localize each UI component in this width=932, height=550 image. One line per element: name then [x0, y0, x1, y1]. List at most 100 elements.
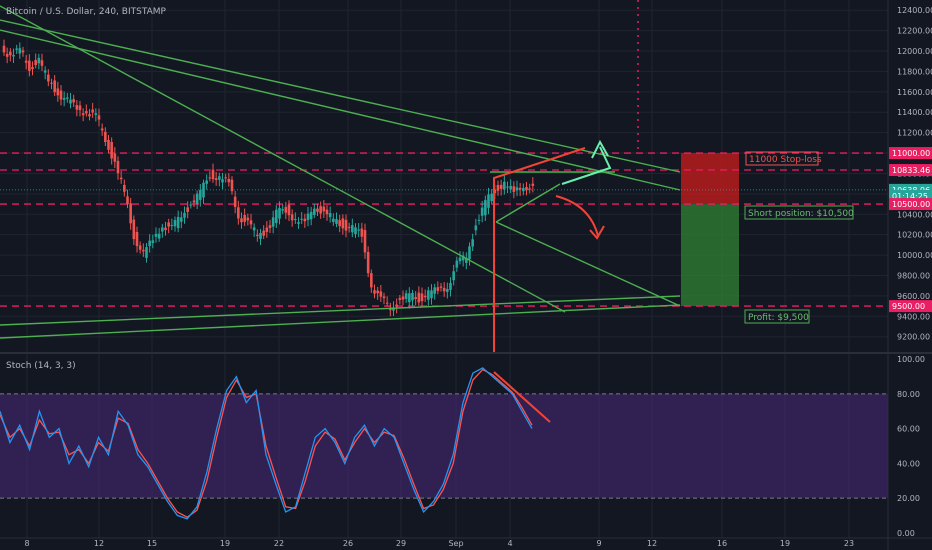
candle-body	[94, 113, 98, 115]
candle-body	[91, 109, 94, 113]
stop-loss-label: 11000 Stop-loss	[749, 155, 822, 165]
stop-loss-label-box	[745, 151, 819, 166]
candle-body	[300, 218, 303, 220]
price-tag: 11000.00	[892, 149, 930, 158]
candle-body	[66, 97, 69, 99]
candle-body	[268, 225, 272, 228]
x-tick-label: 23	[844, 539, 854, 548]
x-tick-label: 12	[647, 539, 657, 548]
candle-body	[385, 302, 389, 304]
trend-line-upper-2[interactable]	[0, 29, 681, 191]
bear-arrow-head[interactable]	[589, 225, 605, 240]
candle-body	[531, 183, 535, 186]
bear-arrow[interactable]	[555, 195, 599, 237]
candle-body	[487, 194, 490, 208]
candle-body	[233, 196, 237, 207]
candle-body	[452, 271, 455, 281]
stoch-downtrend-line[interactable]	[493, 371, 551, 423]
candle-body	[328, 213, 332, 218]
candle-body	[357, 229, 360, 231]
trend-line-channel-low[interactable]	[495, 221, 681, 307]
y-tick-label: 9600.00	[897, 292, 930, 301]
candle-body	[202, 182, 205, 198]
candle-body	[50, 82, 53, 84]
candle-body	[290, 214, 294, 221]
y-tick-label: 10400.00	[897, 210, 932, 219]
candle-body	[341, 218, 345, 229]
candle-body	[496, 185, 500, 191]
candle-body	[237, 207, 240, 219]
candle-body	[2, 45, 6, 53]
candle-body	[262, 230, 265, 236]
candle-body	[9, 51, 12, 56]
candle-body	[306, 213, 310, 220]
candle-body	[129, 203, 132, 224]
candle-body	[477, 219, 481, 221]
candle-body	[360, 228, 364, 237]
candle-body	[417, 292, 421, 303]
candle-body	[205, 180, 208, 184]
bull-arrow-head[interactable]	[591, 139, 609, 159]
candle-body	[281, 209, 284, 211]
x-tick-label: 12	[94, 539, 104, 548]
candle-body	[287, 204, 291, 216]
x-tick-label: 15	[147, 539, 157, 548]
candle-body	[363, 230, 367, 253]
candle-body	[135, 231, 139, 247]
candle-body	[465, 257, 468, 263]
candle-body	[78, 105, 82, 111]
y-tick-label: 9800.00	[897, 271, 930, 280]
candle-body	[145, 247, 148, 258]
candle-body	[75, 105, 79, 110]
candle-body	[224, 177, 227, 179]
candle-body	[284, 207, 288, 213]
candle-body	[480, 207, 484, 216]
candle-body	[138, 245, 142, 250]
trend-lines[interactable]	[0, 5, 681, 352]
candle-body	[389, 308, 392, 311]
triangle-lower[interactable]	[495, 183, 561, 223]
trend-line-support-1[interactable]	[0, 295, 681, 326]
candles	[2, 39, 535, 317]
y-tick-label: 12000.00	[897, 47, 932, 56]
candle-body	[338, 220, 341, 227]
candle-body	[157, 233, 161, 239]
stoch-y-tick-label: 40.00	[897, 459, 920, 468]
bull-arrow[interactable]	[561, 146, 612, 185]
trend-line-steep[interactable]	[0, 5, 566, 313]
candle-body	[395, 304, 398, 307]
candle-body	[401, 296, 405, 300]
trend-line-support-2[interactable]	[0, 304, 681, 339]
x-tick-label: 8	[24, 539, 29, 548]
stop-loss-zone	[681, 153, 739, 205]
candle-body	[69, 99, 72, 104]
x-tick-label: 9	[596, 539, 601, 548]
stoch-title: Stoch (14, 3, 3)	[6, 361, 76, 371]
stoch-y-tick-label: 80.00	[897, 390, 920, 399]
candle-body	[506, 186, 509, 188]
x-tick-label: 19	[220, 539, 230, 548]
trend-line-upper-1[interactable]	[0, 19, 681, 173]
candle-body	[104, 131, 107, 143]
candle-body	[376, 290, 379, 294]
candle-body	[522, 188, 525, 192]
candle-body	[18, 48, 22, 54]
candle-body	[59, 90, 63, 100]
candle-body	[382, 296, 386, 299]
candle-body	[316, 208, 319, 212]
short-position-label: Short position: $10,500	[748, 209, 854, 219]
candle-body	[119, 177, 123, 180]
candle-body	[256, 234, 259, 237]
candle-body	[183, 212, 186, 218]
candle-body	[214, 178, 218, 181]
red-pole-line[interactable]	[493, 147, 586, 352]
candle-body	[34, 60, 37, 66]
x-tick-label: Sep	[448, 539, 463, 548]
candle-body	[271, 217, 275, 227]
stoch-k-line	[0, 367, 533, 520]
candle-body	[411, 292, 414, 301]
candle-body	[148, 240, 151, 247]
candle-body	[31, 67, 34, 70]
y-tick-label: 9200.00	[897, 333, 930, 342]
